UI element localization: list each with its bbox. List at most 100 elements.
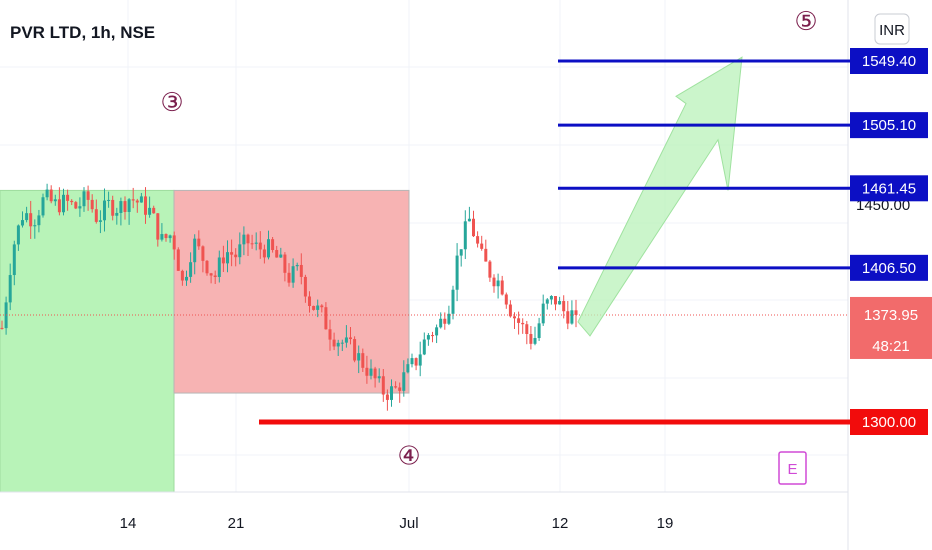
event-marker-label: E	[787, 461, 797, 478]
candle-body	[431, 335, 434, 337]
candle-body	[164, 234, 168, 239]
candle-body	[521, 322, 525, 325]
candle-body	[230, 252, 234, 255]
candle-body	[275, 250, 279, 258]
level-label-bg	[850, 112, 928, 139]
time-axis-ticks: 14 21 Jul 12 19	[120, 515, 674, 532]
candle-body	[316, 305, 320, 310]
candle-body	[476, 236, 480, 244]
candle-body	[439, 318, 443, 328]
candle-body	[312, 305, 316, 310]
candle-body	[12, 244, 16, 276]
candle-body	[320, 305, 324, 308]
candle-body	[283, 254, 287, 273]
candle-body	[172, 235, 176, 250]
level-label-text: 1406.50	[862, 260, 916, 277]
candle-body	[66, 194, 70, 201]
candle-body	[254, 242, 258, 244]
candle-body	[29, 213, 33, 227]
candle-body	[37, 215, 41, 226]
candle-body	[291, 266, 295, 283]
candle-body	[217, 257, 221, 277]
candle-body	[185, 276, 188, 281]
candle-body	[480, 243, 484, 249]
level-lines	[259, 59, 850, 425]
candle-countdown: 48:21	[872, 338, 910, 355]
red-zone	[173, 189, 410, 394]
candle-body	[139, 196, 143, 203]
level-label: 1300.00	[850, 409, 928, 435]
event-marker[interactable]: E	[778, 451, 807, 485]
candle-body	[500, 280, 504, 295]
candle-body	[213, 275, 217, 277]
candle-body	[513, 316, 516, 319]
wave-labels: ③ ④ ⑤	[160, 7, 817, 471]
projection-arrow	[577, 56, 743, 337]
candle-body	[406, 364, 410, 373]
candle-body	[197, 238, 201, 247]
level-label-text: 1461.45	[862, 180, 916, 197]
candle-body	[545, 299, 549, 304]
candle-body	[447, 313, 451, 324]
candle-body	[529, 334, 533, 344]
candle-body	[472, 218, 475, 237]
level-label: 1505.10	[850, 112, 928, 139]
candle-body	[435, 327, 439, 336]
candle-body	[459, 249, 463, 256]
candle-body	[308, 296, 311, 306]
level-label: 1549.40	[850, 48, 928, 74]
candle-body	[86, 191, 90, 200]
candle-body	[361, 353, 365, 368]
candle-body	[299, 264, 303, 277]
candle-body	[62, 194, 65, 213]
candle-body	[234, 254, 238, 258]
candle-body	[82, 191, 86, 207]
candle-body	[78, 206, 82, 209]
candle-body	[180, 270, 184, 281]
candle-body	[422, 339, 426, 355]
candle-body	[41, 197, 45, 216]
candle-body	[496, 280, 500, 287]
candle-body	[57, 199, 61, 213]
candle-body	[103, 200, 106, 221]
candle-body	[373, 368, 377, 379]
candle-body	[410, 358, 414, 365]
candle-body	[123, 201, 127, 212]
candle-body	[246, 234, 250, 244]
candle-body	[25, 213, 29, 221]
candle-body	[332, 339, 336, 347]
candle-body	[414, 358, 418, 366]
candle-body	[394, 386, 398, 388]
level-label-text: 1300.00	[862, 414, 916, 431]
green-zone	[0, 189, 175, 493]
candle-body	[250, 243, 254, 245]
candle-body	[525, 324, 529, 335]
candle-body	[242, 234, 246, 245]
candle-body	[131, 199, 135, 201]
candle-body	[201, 246, 205, 261]
candle-body	[508, 304, 512, 317]
candle-body	[369, 368, 373, 376]
candle-body	[467, 218, 471, 222]
currency-badge[interactable]: INR	[874, 13, 910, 45]
candle-body	[221, 257, 225, 264]
candle-body	[226, 252, 229, 264]
candle-body	[402, 372, 406, 391]
candle-body	[287, 272, 291, 283]
candle-body	[152, 207, 156, 214]
candle-body	[258, 242, 262, 250]
x-tick-label: 21	[228, 515, 245, 532]
level-label-text: 1505.10	[862, 117, 916, 134]
candle-body	[349, 337, 352, 340]
candle-body	[426, 335, 430, 340]
candle-body	[33, 225, 37, 227]
candle-body	[156, 213, 160, 240]
level-price-labels: 1549.40 1505.10 1461.45 1406.50 1300.00	[850, 48, 928, 435]
candle-body	[70, 200, 74, 203]
candle-body	[303, 276, 307, 297]
candle-body	[193, 238, 197, 263]
candle-body	[353, 339, 357, 361]
candle-body	[451, 289, 455, 314]
candle-body	[49, 189, 53, 202]
